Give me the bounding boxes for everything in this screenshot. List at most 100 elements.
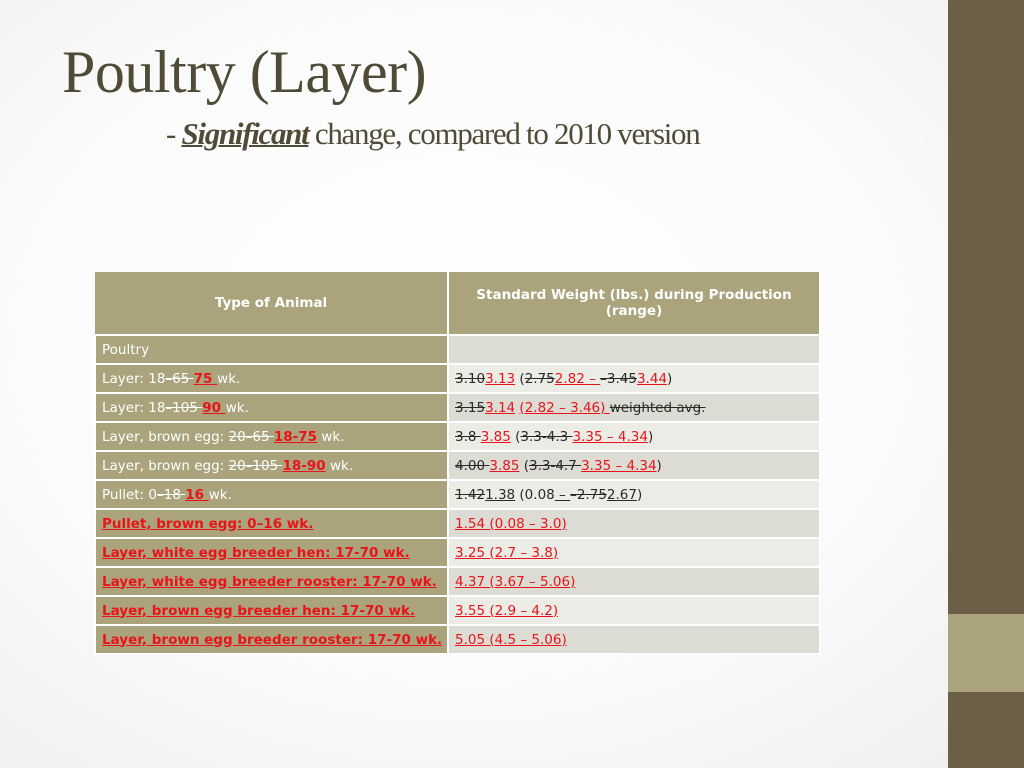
- cell-text: 3.85: [489, 457, 520, 474]
- cell-text: 2.82 –: [554, 370, 601, 387]
- animal-cell: Layer, white egg breeder rooster: 17-70 …: [94, 566, 449, 597]
- table-row: Layer, white egg breeder rooster: 17-70 …: [94, 566, 821, 597]
- animal-cell: Layer, brown egg breeder rooster: 17-70 …: [94, 624, 449, 655]
- cell-text: Layer, brown egg breeder rooster: 17-70 …: [102, 631, 443, 648]
- cell-text: 3.25 (2.7 – 3.8): [455, 544, 559, 561]
- cell-text: 1.38: [485, 486, 516, 503]
- weight-cell: 3.8 3.85 (3.3-4.3 3.35 – 4.34): [447, 421, 821, 452]
- cell-text: –18: [157, 486, 186, 503]
- cell-text: 3.15: [455, 399, 486, 416]
- cell-text: 4.00: [455, 457, 490, 474]
- cell-text: 2.75: [524, 370, 555, 387]
- cell-text: 3.35 – 4.34: [581, 457, 657, 474]
- cell-text: 3.8: [455, 428, 481, 445]
- table-header-row: Type of Animal Standard Weight (lbs.) du…: [95, 272, 821, 336]
- cell-text: Pullet, brown egg: 0–16 wk.: [102, 515, 314, 532]
- table-row: Layer: 18–105 90 wk. 3.153.14 (2.82 – 3.4…: [94, 392, 821, 423]
- cell-text: –3.45: [600, 370, 637, 387]
- cell-text: 20–65: [228, 428, 274, 445]
- cell-text: (: [515, 370, 525, 387]
- weight-cell: 5.05 (4.5 – 5.06): [447, 624, 821, 655]
- cell-text: –105: [165, 399, 203, 416]
- table-row: Layer, brown egg breeder rooster: 17-70 …: [94, 624, 821, 655]
- cell-text: 3.13: [485, 370, 516, 387]
- cell-text: (2.82 – 3.46): [519, 399, 610, 416]
- weight-cell: 3.103.13 (2.752.82 – –3.453.44): [447, 363, 821, 394]
- cell-text: wk.: [217, 370, 241, 387]
- cell-text: 3.10: [455, 370, 486, 387]
- cell-text: 18-75: [273, 428, 318, 445]
- cell-text: 20–105: [228, 457, 283, 474]
- cell-text: 4.37 (3.67 – 5.06): [455, 573, 576, 590]
- weight-cell: 3.153.14 (2.82 – 3.46) weighted avg.: [447, 392, 821, 423]
- table-row: Pullet: 0–18 16 wk. 1.421.38 (0.08 – –2.7…: [94, 479, 821, 510]
- animal-cell: Layer, brown egg breeder hen: 17-70 wk.: [94, 595, 449, 626]
- weight-cell: 4.37 (3.67 – 5.06): [447, 566, 821, 597]
- header-standard-weight: Standard Weight (lbs.) during Production…: [448, 272, 821, 336]
- table-body: Poultry Layer: 18–65 75 wk. 3.103.13 (2.75…: [94, 334, 821, 655]
- animal-cell: Poultry: [94, 334, 449, 365]
- slide-title: Poultry (Layer): [62, 39, 427, 105]
- side-decor-accent: [948, 614, 1024, 692]
- cell-text: wk.: [225, 399, 249, 416]
- animal-cell: Pullet, brown egg: 0–16 wk.: [94, 508, 449, 539]
- slide-subtitle: - Significant change, compared to 2010 v…: [166, 114, 701, 154]
- weight-cell: 1.54 (0.08 – 3.0): [447, 508, 821, 539]
- weight-cell: 1.421.38 (0.08 – –2.752.67): [447, 479, 821, 510]
- table-row: Layer, brown egg: 20–65 18-75 wk. 3.8 3.8…: [94, 421, 821, 452]
- cell-text: wk.: [317, 428, 345, 445]
- animal-cell: Layer, brown egg: 20–105 18-90 wk.: [94, 450, 449, 481]
- table-row: Poultry: [94, 334, 821, 365]
- cell-text: 3.44: [636, 370, 668, 387]
- cell-text: Pullet: 0: [102, 486, 157, 503]
- header-type-of-animal: Type of Animal: [95, 272, 449, 336]
- weight-cell: [447, 334, 821, 365]
- cell-text: –65: [165, 370, 194, 387]
- cell-text: 18-90: [282, 457, 326, 474]
- cell-text: ): [667, 370, 673, 387]
- animal-cell: Pullet: 0–18 16 wk.: [94, 479, 449, 510]
- cell-text: Poultry: [102, 341, 150, 358]
- cell-text: (: [519, 457, 529, 474]
- cell-text: 90: [202, 399, 226, 416]
- cell-text: 1.54 (0.08 – 3.0): [455, 515, 567, 532]
- weight-cell: 4.00 3.85 (3.3-4.7 3.35 – 4.34): [447, 450, 821, 481]
- cell-text: Layer, brown egg breeder hen: 17-70 wk.: [102, 602, 416, 619]
- cell-text: 3.85: [480, 428, 511, 445]
- cell-text: wk.: [208, 486, 232, 503]
- subtitle-rest: change, compared to 2010 version: [308, 116, 701, 151]
- cell-text: 3.3-4.3: [520, 428, 573, 445]
- cell-text: weighted avg.: [609, 399, 706, 416]
- cell-text: Layer, brown egg:: [102, 428, 229, 445]
- cell-text: 3.55 (2.9 – 4.2): [455, 602, 559, 619]
- animal-cell: Layer: 18–65 75 wk.: [94, 363, 449, 394]
- cell-text: –2.75: [570, 486, 607, 503]
- cell-text: Layer, white egg breeder rooster: 17-70 …: [102, 573, 437, 590]
- table-row: Layer: 18–65 75 wk. 3.103.13 (2.752.82 – …: [94, 363, 821, 394]
- cell-text: ): [647, 428, 654, 445]
- cell-text: 3.14: [485, 399, 516, 416]
- table-row: Layer, white egg breeder hen: 17-70 wk. 3…: [94, 537, 821, 568]
- cell-text: ): [636, 486, 643, 503]
- animal-cell: Layer: 18–105 90 wk.: [94, 392, 449, 423]
- table-row: Layer, brown egg breeder hen: 17-70 wk. 3…: [94, 595, 821, 626]
- cell-text: 1.42: [455, 486, 486, 503]
- cell-text: ): [656, 457, 662, 474]
- animal-cell: Layer, white egg breeder hen: 17-70 wk.: [94, 537, 449, 568]
- cell-text: wk.: [325, 457, 354, 474]
- cell-text: Layer, white egg breeder hen: 17-70 wk.: [102, 544, 410, 561]
- cell-text: Layer, brown egg:: [102, 457, 229, 474]
- table-row: Pullet, brown egg: 0–16 wk. 1.54 (0.08 – …: [94, 508, 821, 539]
- subtitle-dash: -: [166, 116, 182, 151]
- subtitle-emphasis: Significant: [181, 116, 309, 151]
- cell-text: (0.08: [515, 486, 555, 503]
- cell-text: 3.35 – 4.34: [572, 428, 648, 445]
- animal-cell: Layer, brown egg: 20–65 18-75 wk.: [94, 421, 449, 452]
- cell-text: 3.3-4.7: [528, 457, 582, 474]
- cell-text: 2.67: [606, 486, 637, 503]
- weight-cell: 3.25 (2.7 – 3.8): [447, 537, 821, 568]
- weight-cell: 3.55 (2.9 – 4.2): [447, 595, 821, 626]
- weight-table: Type of Animal Standard Weight (lbs.) du…: [94, 272, 821, 655]
- cell-text: Layer: 18: [102, 370, 166, 387]
- cell-text: 75: [193, 370, 218, 387]
